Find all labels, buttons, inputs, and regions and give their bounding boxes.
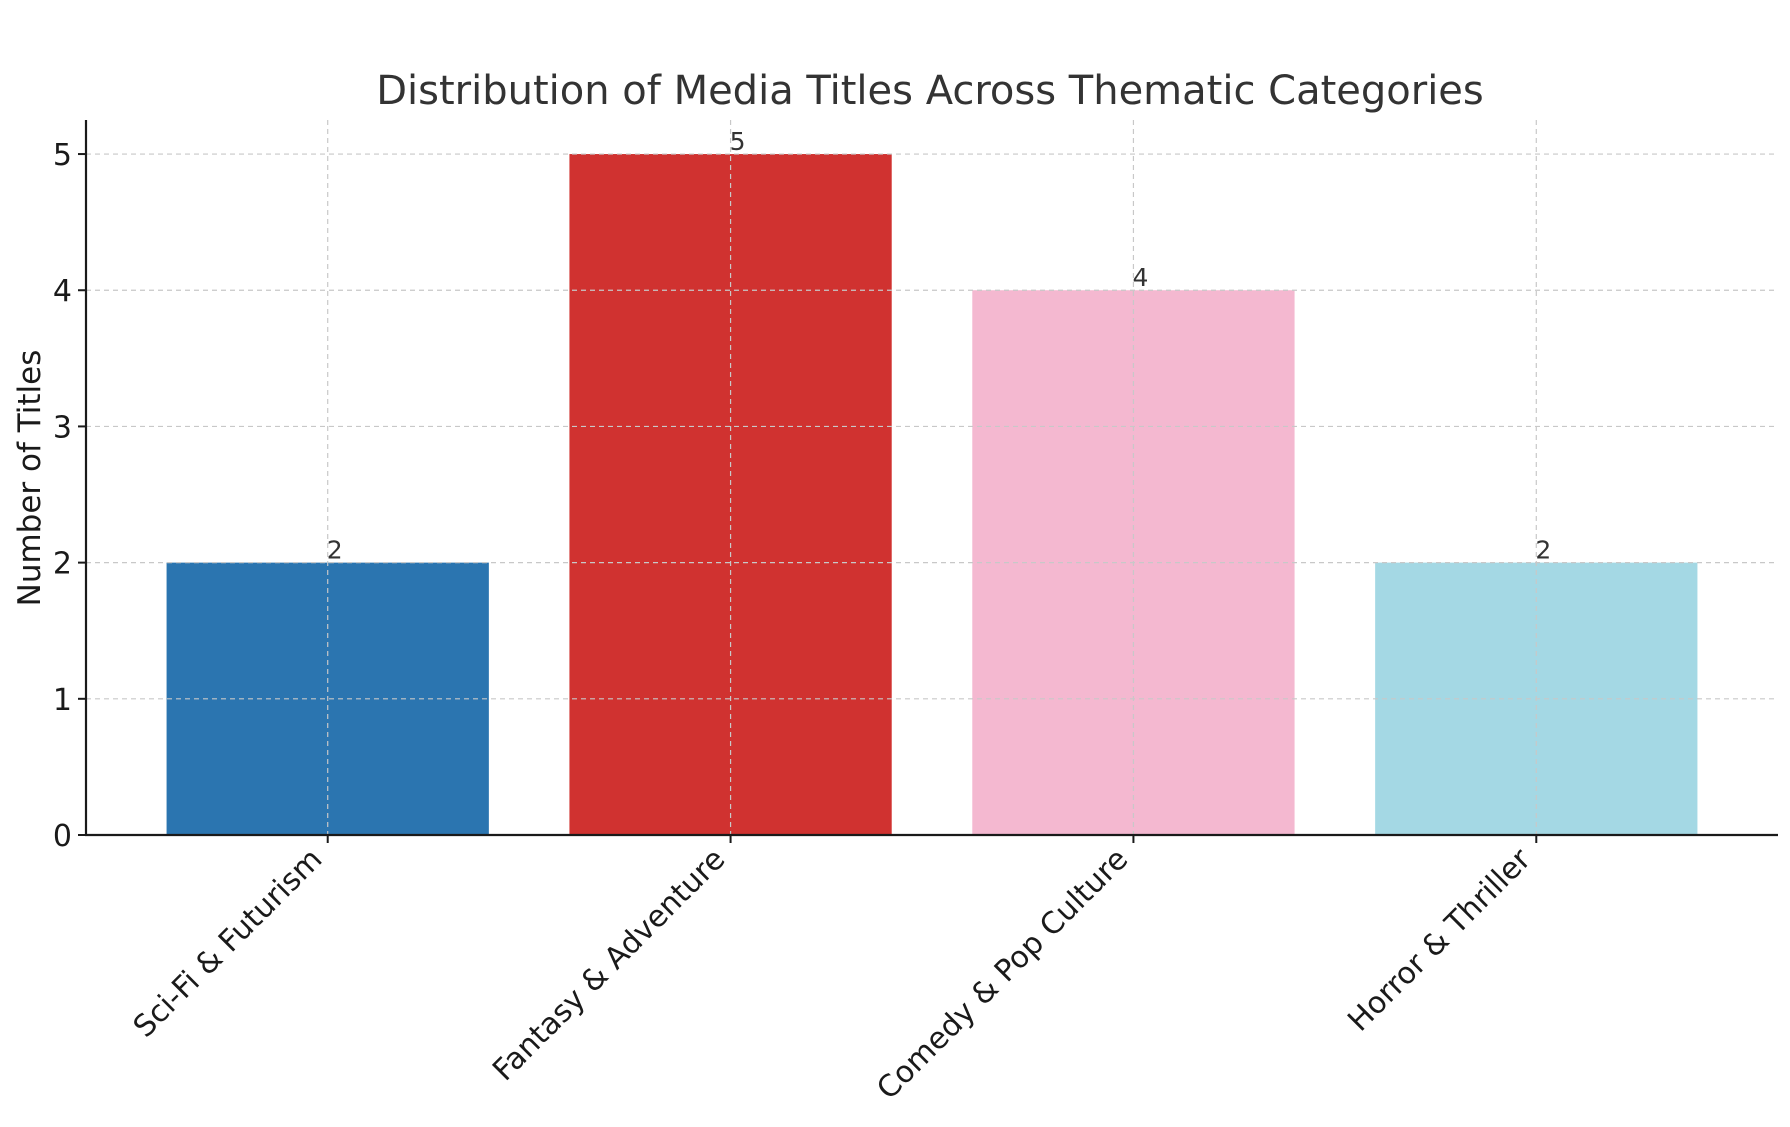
x-tick-label-2: Comedy & Pop Culture bbox=[870, 842, 1135, 1107]
data-labels: 2 5 4 2 bbox=[327, 127, 1551, 565]
axes bbox=[84, 120, 1778, 837]
bars bbox=[166, 154, 1698, 836]
y-tick-label-0: 0 bbox=[53, 819, 72, 854]
x-tick-label-0: Sci-Fi & Futurism bbox=[127, 842, 330, 1045]
data-label-1: 2 bbox=[327, 536, 343, 565]
grid bbox=[86, 120, 1778, 835]
y-axis-label: Number of Titles bbox=[12, 350, 48, 607]
data-label-4: 2 bbox=[1535, 536, 1551, 565]
y-tick-label-5: 5 bbox=[53, 138, 72, 173]
y-tick-label-4: 4 bbox=[53, 274, 72, 309]
y-tick-label-3: 3 bbox=[53, 410, 72, 445]
x-tick-label-1: Fantasy & Adventure bbox=[486, 842, 732, 1088]
data-label-2: 5 bbox=[730, 127, 746, 156]
x-tick-label-3: Horror & Thriller bbox=[1341, 841, 1538, 1038]
chart-title: Distribution of Media Titles Across Them… bbox=[376, 68, 1484, 114]
data-label-3: 4 bbox=[1132, 263, 1148, 292]
y-tick-label-1: 1 bbox=[53, 683, 72, 718]
y-tick-label-2: 2 bbox=[53, 547, 72, 582]
